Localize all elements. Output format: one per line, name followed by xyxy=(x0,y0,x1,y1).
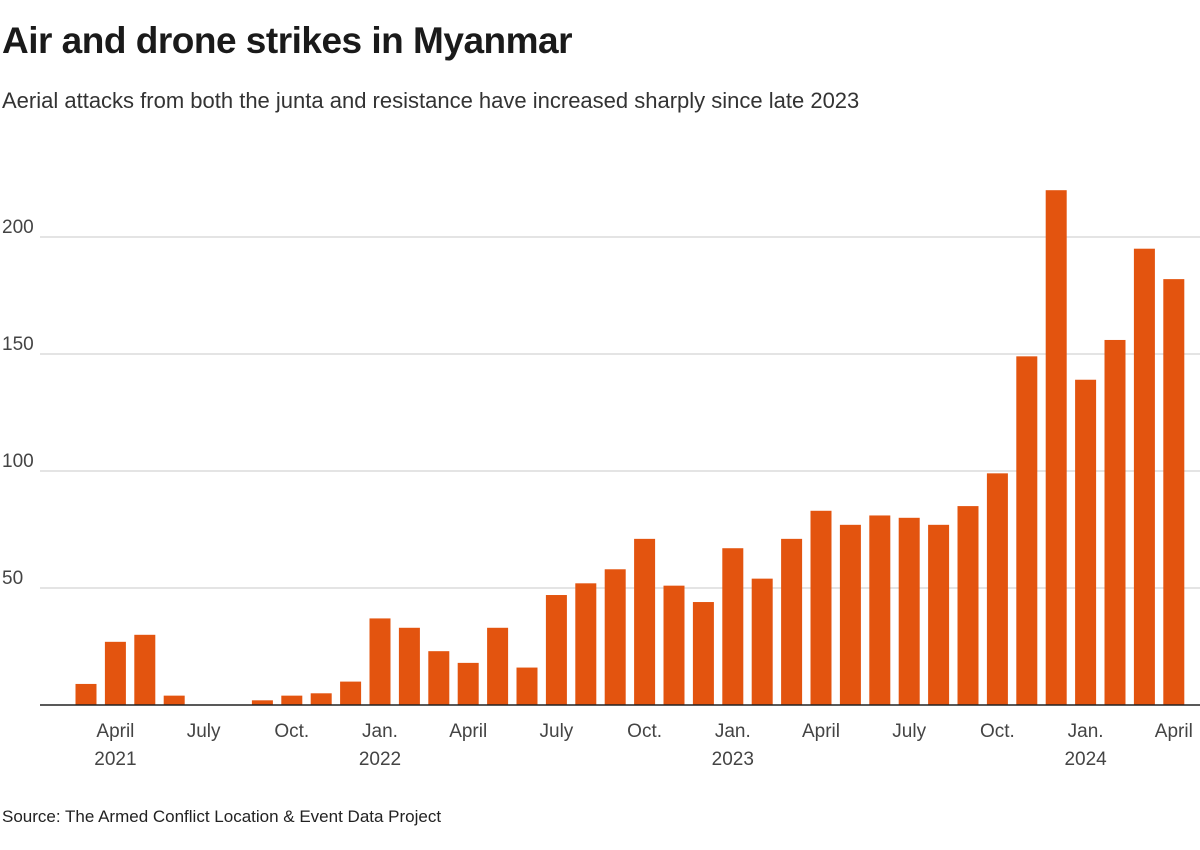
bar-jun-2021 xyxy=(163,695,185,705)
x-tick-label: Oct. xyxy=(980,721,1015,742)
x-tick-label: July xyxy=(892,721,926,742)
x-tick-label: April xyxy=(96,721,134,742)
bar-oct-2023 xyxy=(986,473,1008,705)
bar-feb-2024 xyxy=(1104,339,1126,705)
x-tick-year: 2024 xyxy=(1064,749,1107,770)
y-tick-label: 150 xyxy=(2,334,34,355)
bar-apr-2021 xyxy=(104,641,126,705)
bar-mar-2022 xyxy=(428,651,450,705)
x-tick-label: Jan. xyxy=(362,721,398,742)
bar-jan-2022 xyxy=(369,618,391,705)
bar-mar-2021 xyxy=(75,683,97,705)
bar-jan-2023 xyxy=(722,548,744,705)
chart-title: Air and drone strikes in Myanmar xyxy=(2,20,573,61)
y-tick-label: 50 xyxy=(2,568,23,589)
bar-jul-2022 xyxy=(545,595,567,705)
x-tick-label: Oct. xyxy=(627,721,662,742)
bar-nov-2023 xyxy=(1016,356,1038,705)
x-tick-year: 2023 xyxy=(712,749,754,770)
bar-jan-2024 xyxy=(1075,379,1097,705)
bar-feb-2023 xyxy=(751,578,773,705)
bar-aug-2023 xyxy=(928,524,950,705)
x-tick-label: July xyxy=(540,721,574,742)
x-tick-label: Jan. xyxy=(715,721,751,742)
x-tick-label: April xyxy=(449,721,487,742)
bar-jun-2022 xyxy=(516,667,538,705)
bar-aug-2022 xyxy=(575,583,597,705)
bar-apr-2022 xyxy=(457,662,479,705)
bar-apr-2023 xyxy=(810,510,832,705)
bar-feb-2022 xyxy=(398,627,420,705)
x-tick-label: July xyxy=(187,721,221,742)
bar-nov-2022 xyxy=(663,585,685,705)
bar-nov-2021 xyxy=(310,693,332,705)
bar-oct-2021 xyxy=(281,695,303,705)
bar-may-2023 xyxy=(839,524,861,705)
bar-sep-2021 xyxy=(251,700,273,705)
y-tick-label: 200 xyxy=(2,217,34,238)
bar-chart: 50 100 150 200 April 2021 July Oct. Jan. 2022 Apri… xyxy=(2,190,1200,770)
bar-dec-2021 xyxy=(340,681,362,705)
x-tick-label: Oct. xyxy=(274,721,309,742)
bar-dec-2023 xyxy=(1045,190,1067,705)
bar-mar-2024 xyxy=(1133,248,1155,705)
bar-apr-2024 xyxy=(1163,279,1185,705)
bar-may-2021 xyxy=(134,634,156,705)
bar-mar-2023 xyxy=(781,538,803,705)
x-tick-label: April xyxy=(802,721,840,742)
bar-may-2022 xyxy=(487,627,509,705)
x-tick-label: April xyxy=(1155,721,1193,742)
source-note: Source: The Armed Conflict Location & Ev… xyxy=(2,807,442,826)
bar-dec-2022 xyxy=(692,602,714,705)
x-tick-year: 2022 xyxy=(359,749,401,770)
bar-jul-2023 xyxy=(898,517,920,705)
x-tick-label: Jan. xyxy=(1068,721,1104,742)
chart-subtitle: Aerial attacks from both the junta and r… xyxy=(2,88,860,113)
x-tick-year: 2021 xyxy=(94,749,136,770)
bar-oct-2022 xyxy=(634,538,656,705)
bar-sep-2023 xyxy=(957,506,979,705)
y-tick-label: 100 xyxy=(2,451,34,472)
bar-sep-2022 xyxy=(604,569,626,705)
bar-jun-2023 xyxy=(869,515,891,705)
